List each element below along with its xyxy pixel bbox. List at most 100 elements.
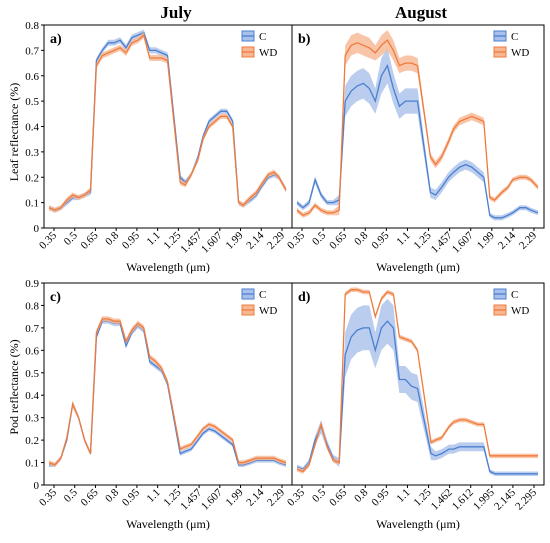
x-tick-label: 1.1 [145,230,163,248]
x-tick-label: 0.8 [103,229,122,248]
y-axis-label-pod: Pod reflectance (%) [7,339,21,434]
panel-a: 00.10.20.30.40.50.60.70.80.35 0.50.65 0.80… [25,20,293,256]
series-line-c [49,320,287,466]
y-tick-label: 0.6 [25,71,39,83]
x-tick-label: 2.14 [244,486,266,508]
x-axis-label-b: Wavelength (μm) [376,260,460,274]
x-axis-label-c: Wavelength (μm) [126,517,210,531]
legend-label-wd: WD [259,47,277,59]
x-tick-label: 1.462 [429,487,455,513]
y-axis-label-leaf: Leaf reflectance (%) [7,83,21,182]
y-tick-label: 0.6 [25,345,39,357]
y-tick-label: 0.8 [25,300,39,312]
legend-label-c: C [259,289,266,301]
x-tick-label: 0.95 [120,229,142,251]
x-tick-label: 1.457 [178,486,204,512]
x-tick-label: 0.65 [78,486,100,508]
y-tick-label: 0.5 [25,368,39,380]
x-tick-label: 1.995 [471,486,497,512]
x-tick-label: 1.1 [145,487,163,505]
series-band-c [297,47,538,221]
y-tick-label: 0.2 [25,172,39,184]
x-tick-label: 0.8 [352,486,371,505]
legend-label-wd: WD [511,47,529,59]
x-tick-label: 1.607 [199,229,225,255]
legend-label-c: C [259,31,266,43]
y-tick-label: 0 [34,223,40,235]
panel-d: 0.35 0.50.65 0.80.95 1.11.251.4621.6121.995… [285,282,545,513]
x-tick-label: 1.99 [475,229,497,251]
legend-label-c: C [511,31,518,43]
y-tick-label: 0.2 [25,435,39,447]
y-tick-label: 0.4 [25,122,39,134]
x-axis-label-a: Wavelength (μm) [126,260,210,274]
x-tick-label: 0.5 [310,229,329,248]
panel-b: 0.35 0.50.65 0.80.95 1.11.251.4571.6071.992… [285,24,545,256]
panel-letter: a) [50,32,62,47]
y-tick-label: 0.4 [25,390,39,402]
x-axis-label-d: Wavelength (μm) [376,517,460,531]
x-tick-label: 0.95 [369,229,391,251]
x-tick-label: 0.65 [78,229,100,251]
x-tick-label: 2.29 [265,486,287,508]
x-tick-label: 2.29 [517,229,539,251]
x-tick-label: 2.29 [265,229,287,251]
x-tick-label: 0.5 [62,486,81,505]
panel-c: 00.10.20.30.40.50.60.70.80.90.35 0.50.65 0… [25,278,293,513]
x-tick-label: 0.95 [369,486,391,508]
panel-letter: c) [50,290,61,305]
column-title-july: July [160,3,192,22]
x-tick-label: 1.99 [224,486,246,508]
y-tick-label: 0.8 [25,20,39,32]
x-tick-label: 1.612 [450,487,476,513]
series-line-wd [296,39,539,217]
x-tick-label: 2.14 [496,229,518,251]
x-tick-label: 0.35 [285,229,307,251]
x-tick-label: 0.35 [37,486,59,508]
x-tick-label: 0.35 [285,486,307,508]
x-tick-label: 2.295 [513,486,539,512]
y-tick-label: 0.7 [25,45,39,57]
x-tick-label: 1.607 [199,486,225,512]
x-tick-label: 0.65 [327,486,349,508]
y-tick-label: 0.3 [25,147,39,159]
y-tick-label: 0.7 [25,323,39,335]
x-tick-label: 0.95 [120,486,142,508]
y-tick-label: 0.1 [25,458,39,470]
series-band-wd [49,32,286,213]
series-band-wd [297,30,538,218]
legend-label-wd: WD [259,305,277,317]
legend-label-c: C [511,289,518,301]
legend-label-wd: WD [511,305,529,317]
x-tick-label: 1.1 [394,230,412,248]
x-tick-label: 0.8 [352,229,371,248]
x-tick-label: 2.145 [492,486,518,512]
x-tick-label: 0.65 [327,229,349,251]
x-tick-label: 1.457 [429,229,455,255]
plot-frame [291,24,545,229]
x-tick-label: 0.5 [310,486,329,505]
series-line-wd [48,34,287,211]
x-tick-label: 1.1 [394,487,412,505]
x-tick-label: 0.5 [62,229,81,248]
y-tick-label: 0 [34,480,40,492]
x-tick-label: 1.99 [224,229,246,251]
panel-letter: d) [298,290,311,305]
series-line-wd [48,318,287,466]
panel-letter: b) [298,32,311,47]
x-tick-label: 0.8 [103,486,122,505]
x-tick-label: 2.14 [244,229,266,251]
x-tick-label: 0.35 [37,229,59,251]
series-band-c [297,298,538,476]
plot-frame [291,282,545,486]
x-tick-label: 1.607 [450,229,476,255]
y-tick-label: 0.3 [25,413,39,425]
series-band-wd [49,316,286,467]
y-tick-label: 0.1 [25,198,39,210]
series-line-wd [296,289,538,473]
series-line-c [296,63,539,219]
x-tick-label: 1.457 [178,229,204,255]
y-tick-label: 0.5 [25,96,39,108]
series-band-c [49,318,286,467]
